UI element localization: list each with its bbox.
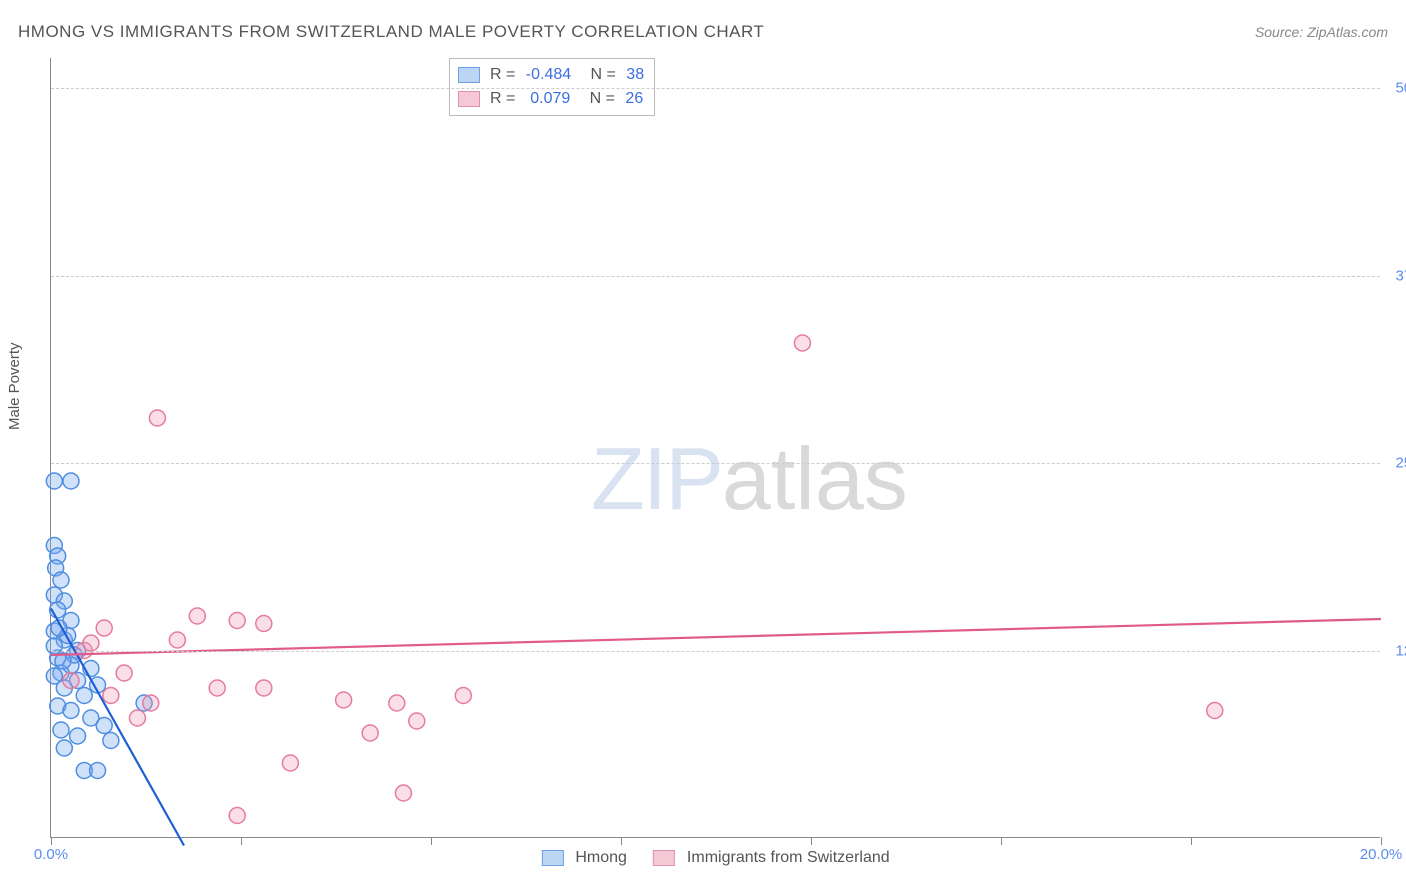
legend-label: Hmong	[575, 849, 627, 867]
data-point	[409, 713, 425, 729]
data-point	[76, 688, 92, 704]
gridline-h	[51, 276, 1380, 277]
x-tick	[431, 837, 432, 845]
data-point	[90, 763, 106, 779]
legend-swatch	[541, 850, 563, 866]
x-tick	[811, 837, 812, 845]
data-point	[53, 572, 69, 588]
legend-swatch	[653, 850, 675, 866]
stat-r-value: -0.484	[521, 63, 571, 87]
source-attribution: Source: ZipAtlas.com	[1255, 24, 1388, 40]
x-tick-label: 20.0%	[1360, 846, 1403, 863]
data-point	[395, 785, 411, 801]
stat-r-label: R =	[490, 87, 515, 111]
stat-n-value: 38	[622, 63, 644, 87]
data-point	[56, 740, 72, 756]
data-point	[389, 695, 405, 711]
y-tick-label: 37.5%	[1395, 267, 1406, 284]
legend-swatch	[458, 91, 480, 107]
legend-item: Immigrants from Switzerland	[653, 849, 890, 867]
stat-r-label: R =	[490, 63, 515, 87]
legend-swatch	[458, 67, 480, 83]
stat-n-label: N =	[576, 87, 615, 111]
data-point	[63, 473, 79, 489]
chart-title: HMONG VS IMMIGRANTS FROM SWITZERLAND MAL…	[18, 22, 764, 42]
data-point	[256, 680, 272, 696]
data-point	[96, 620, 112, 636]
data-point	[169, 632, 185, 648]
x-tick	[51, 837, 52, 845]
stat-r-value: 0.079	[521, 87, 570, 111]
data-point	[63, 673, 79, 689]
gridline-h	[51, 651, 1380, 652]
x-tick	[621, 837, 622, 845]
data-point	[96, 718, 112, 734]
data-point	[83, 635, 99, 651]
data-point	[336, 692, 352, 708]
stat-n-value: 26	[621, 87, 643, 111]
data-point	[143, 695, 159, 711]
data-point	[46, 638, 62, 654]
legend-item: Hmong	[541, 849, 627, 867]
x-tick-label: 0.0%	[34, 846, 68, 863]
y-axis-label: Male Poverty	[6, 342, 23, 430]
stats-legend: R = -0.484 N = 38R = 0.079 N = 26	[449, 58, 655, 116]
x-tick	[241, 837, 242, 845]
data-point	[455, 688, 471, 704]
data-point	[256, 616, 272, 632]
data-point	[229, 808, 245, 824]
data-point	[149, 410, 165, 426]
data-point	[189, 608, 205, 624]
data-point	[103, 688, 119, 704]
y-tick-label: 12.5%	[1395, 642, 1406, 659]
x-tick	[1381, 837, 1382, 845]
data-point	[103, 733, 119, 749]
data-point	[794, 335, 810, 351]
data-point	[70, 728, 86, 744]
trend-line	[51, 609, 184, 846]
legend-label: Immigrants from Switzerland	[687, 849, 890, 867]
stat-n-label: N =	[577, 63, 616, 87]
data-point	[129, 710, 145, 726]
data-point	[63, 703, 79, 719]
data-point	[229, 613, 245, 629]
stats-legend-row: R = 0.079 N = 26	[458, 87, 644, 111]
chart-svg	[51, 58, 1380, 837]
data-point	[362, 725, 378, 741]
data-point	[1207, 703, 1223, 719]
gridline-h	[51, 88, 1380, 89]
y-tick-label: 50.0%	[1395, 80, 1406, 97]
x-tick	[1191, 837, 1192, 845]
stats-legend-row: R = -0.484 N = 38	[458, 63, 644, 87]
data-point	[53, 722, 69, 738]
data-point	[282, 755, 298, 771]
data-point	[209, 680, 225, 696]
gridline-h	[51, 463, 1380, 464]
plot-area: ZIPatlas R = -0.484 N = 38R = 0.079 N = …	[50, 58, 1380, 838]
data-point	[116, 665, 132, 681]
y-tick-label: 25.0%	[1395, 455, 1406, 472]
x-tick	[1001, 837, 1002, 845]
data-point	[46, 473, 62, 489]
series-legend: Hmong Immigrants from Switzerland	[541, 849, 889, 867]
